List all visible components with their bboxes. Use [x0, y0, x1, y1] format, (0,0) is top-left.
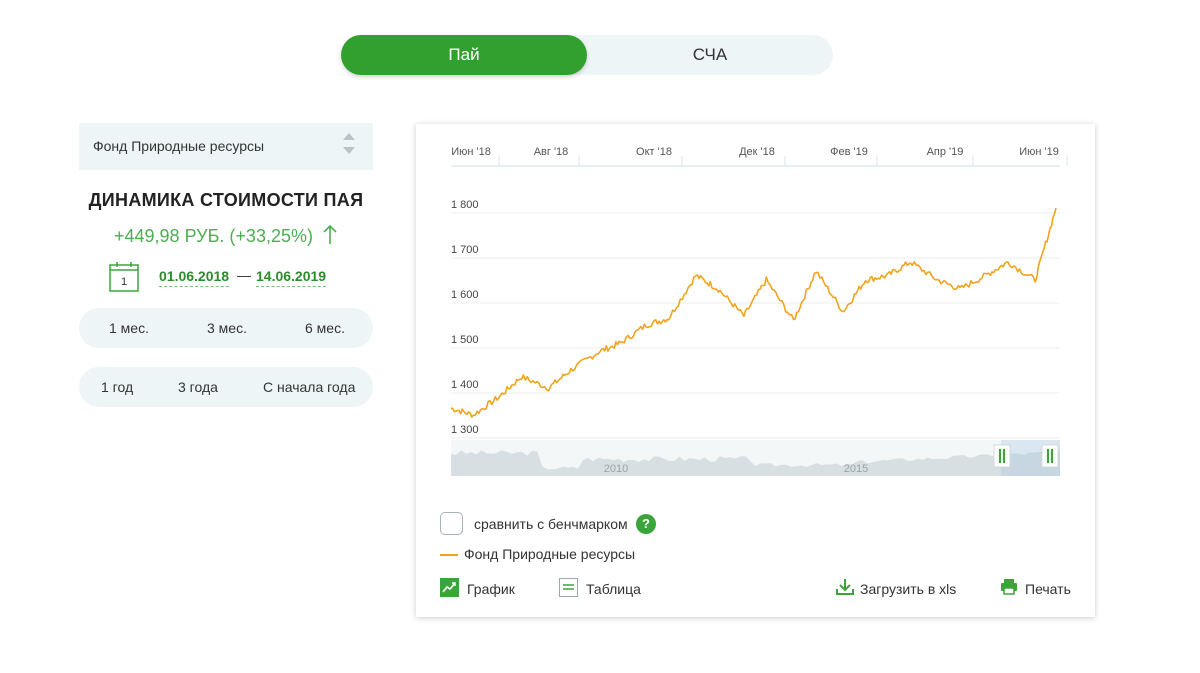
download-icon: [836, 579, 854, 595]
print-label: Печать: [1025, 581, 1071, 597]
handle-box: [993, 444, 1011, 468]
table-view-label: Таблица: [586, 581, 641, 597]
x-tick-label: Авг '18: [534, 146, 569, 158]
navigator-year-label: 2010: [604, 463, 628, 475]
chart-icon: [440, 578, 459, 597]
period-group-years: 1 год 3 года С начала года: [79, 367, 373, 407]
select-arrows-icon: [343, 133, 355, 161]
navigator-year-label: 2015: [844, 463, 868, 475]
change-value: +449,98 РУБ. (+33,25%): [114, 226, 313, 246]
printer-icon: [1001, 579, 1017, 595]
arrow-up-icon: [322, 224, 338, 248]
toggle-scha[interactable]: СЧА: [692, 45, 728, 64]
series-layer: [451, 207, 1057, 418]
calendar-day: 1: [121, 276, 127, 288]
x-axis: Июн '18 Авг '18 Окт '18 Дек '18 Фев '19 Апр '…: [451, 146, 1068, 167]
help-icon[interactable]: ?: [636, 514, 656, 534]
y-axis: 1 800 1 700 1 600 1 500 1 400 1 300: [451, 199, 479, 436]
y-tick-label: 1 600: [451, 289, 479, 301]
series-line: [451, 207, 1057, 418]
x-tick-label: Июн '19: [1019, 146, 1059, 158]
date-separator: —: [237, 267, 251, 283]
legend-label: Фонд Природные ресурсы: [464, 546, 636, 562]
dynamics-change: +449,98 РУБ. (+33,25%): [79, 224, 373, 248]
handle-box: [1041, 444, 1059, 468]
y-tick-label: 1 700: [451, 244, 479, 256]
chart-card: Июн '18 Авг '18 Окт '18 Дек '18 Фев '19 Апр '…: [416, 124, 1095, 617]
y-tick-label: 1 500: [451, 334, 479, 346]
calendar-icon[interactable]: 1: [109, 262, 139, 292]
date-from[interactable]: 01.06.2018: [159, 268, 230, 287]
navigator[interactable]: 2010 2015: [451, 440, 1060, 476]
view-toggle: Пай СЧА: [341, 35, 833, 75]
x-tick-label: Апр '19: [927, 146, 964, 158]
benchmark-checkbox[interactable]: [440, 512, 463, 535]
toggle-pai[interactable]: Пай: [341, 35, 587, 75]
period-1-month[interactable]: 1 мес.: [109, 320, 149, 336]
x-tick-label: Окт '18: [636, 146, 672, 158]
y-tick-label: 1 800: [451, 199, 479, 211]
table-icon: [559, 578, 578, 597]
price-chart: Июн '18 Авг '18 Окт '18 Дек '18 Фев '19 Апр '…: [451, 146, 1068, 476]
navigator-handle[interactable]: [993, 444, 1011, 468]
fund-select[interactable]: Фонд Природные ресурсы: [79, 123, 373, 170]
date-range: 1 01.06.2018 — 14.06.2019: [109, 262, 373, 292]
y-tick-label: 1 300: [451, 424, 479, 436]
legend-line-swatch: [440, 554, 458, 556]
period-1-year[interactable]: 1 год: [101, 379, 134, 395]
print-button[interactable]: Печать: [1000, 578, 1071, 600]
period-3-months[interactable]: 3 мес.: [207, 320, 247, 336]
download-xls-button[interactable]: Загрузить в xls: [836, 578, 956, 600]
table-view-button[interactable]: Таблица: [559, 578, 641, 600]
chart-view-label: График: [467, 581, 515, 597]
arrow-up-icon: [343, 133, 355, 140]
fund-select-value: Фонд Природные ресурсы: [93, 138, 265, 154]
y-tick-label: 1 400: [451, 379, 479, 391]
x-tick-label: Фев '19: [830, 146, 868, 158]
dynamics-title: ДИНАМИКА СТОИМОСТИ ПАЯ: [88, 190, 364, 210]
date-to[interactable]: 14.06.2019: [256, 268, 327, 287]
period-6-months[interactable]: 6 мес.: [305, 320, 345, 336]
period-group-months: 1 мес. 3 мес. 6 мес.: [79, 308, 373, 348]
download-xls-label: Загрузить в xls: [860, 581, 957, 597]
navigator-handle[interactable]: [1041, 444, 1059, 468]
period-ytd[interactable]: С начала года: [263, 379, 356, 395]
arrow-down-icon: [343, 147, 355, 154]
x-tick-label: Июн '18: [451, 146, 491, 158]
navigator-area: [451, 450, 1060, 476]
x-tick-label: Дек '18: [739, 146, 775, 158]
chart-view-button[interactable]: График: [440, 578, 515, 600]
grid: [451, 212, 1060, 439]
benchmark-label: сравнить с бенчмарком: [474, 516, 628, 532]
period-3-years[interactable]: 3 года: [178, 379, 218, 395]
